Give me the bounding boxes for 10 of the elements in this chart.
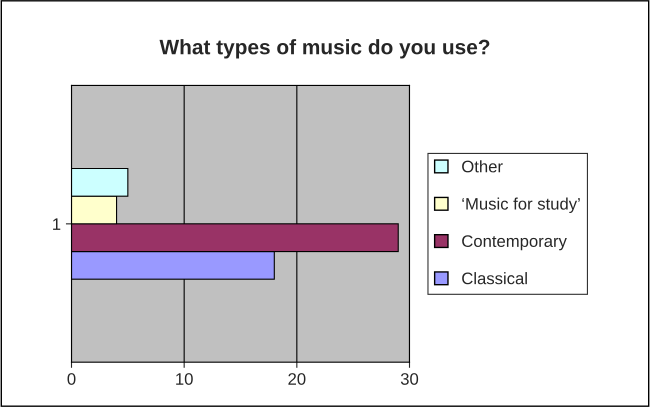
legend-label: Other bbox=[462, 160, 503, 172]
chart-title: What types of music do you use? bbox=[160, 39, 490, 59]
legend-label: Classical bbox=[462, 272, 527, 284]
legend-label: ‘Music for study’ bbox=[462, 197, 580, 214]
x-tick-label: 10 bbox=[176, 373, 193, 385]
legend-label: Contemporary bbox=[462, 235, 567, 250]
x-tick-label: 0 bbox=[68, 373, 76, 385]
x-tick-label: 30 bbox=[400, 373, 418, 385]
x-tick-label: 20 bbox=[288, 373, 306, 385]
y-tick-label: 1 bbox=[53, 218, 60, 230]
